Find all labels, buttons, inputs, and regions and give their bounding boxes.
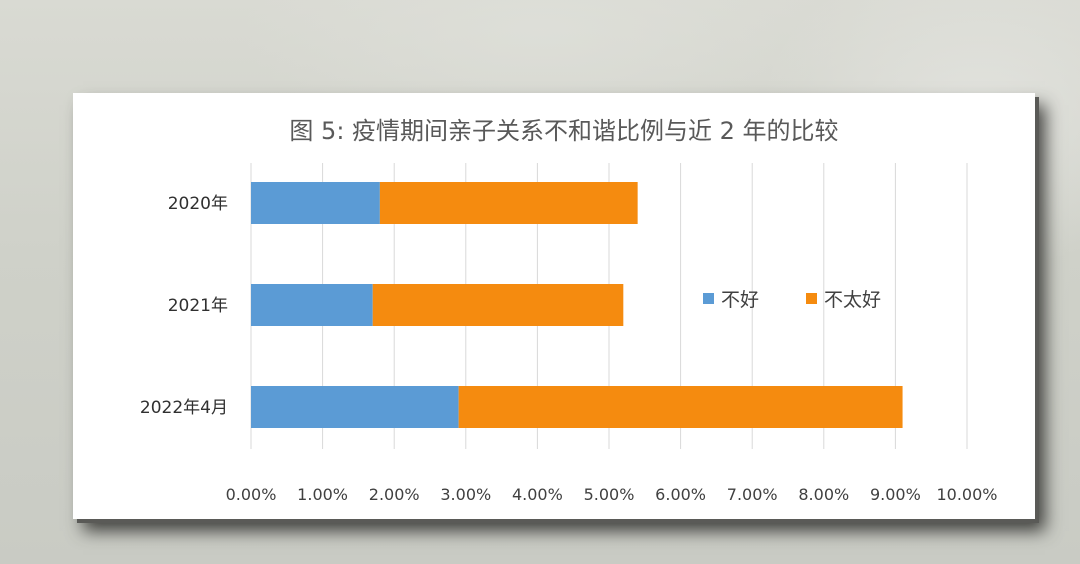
x-tick-label: 1.00%	[297, 485, 348, 504]
x-axis-tick-labels: 0.00% 1.00% 2.00% 3.00% 4.00% 5.00% 6.00% 7.00%…	[226, 485, 998, 504]
category-label: 2022年4月	[140, 398, 228, 418]
x-tick-label: 6.00%	[655, 485, 706, 504]
bar-chart: 图 5: 疫情期间亲子关系不和谐比例与近 2 年的比较 2020年2021年20…	[140, 117, 998, 504]
category-labels: 2020年 2021年 2022年4月	[140, 194, 228, 418]
legend: 不好 不太好	[703, 289, 881, 311]
x-tick-label: 10.00%	[936, 485, 997, 504]
chart-title: 图 5: 疫情期间亲子关系不和谐比例与近 2 年的比较	[289, 117, 838, 145]
x-tick-label: 8.00%	[798, 485, 849, 504]
x-tick-label: 9.00%	[870, 485, 921, 504]
legend-swatch	[806, 293, 817, 304]
legend-label: 不好	[721, 289, 759, 311]
x-tick-label: 7.00%	[727, 485, 778, 504]
x-tick-label: 0.00%	[226, 485, 277, 504]
x-tick-label: 5.00%	[584, 485, 635, 504]
bar-series1	[251, 284, 373, 326]
x-tick-label: 4.00%	[512, 485, 563, 504]
bars	[251, 182, 903, 428]
legend-swatch	[703, 293, 714, 304]
bar-series1	[251, 182, 380, 224]
bar-series2	[458, 386, 903, 428]
category-label: 2020年	[168, 194, 228, 214]
x-tick-label: 3.00%	[440, 485, 491, 504]
x-tick-label: 2.00%	[369, 485, 420, 504]
bar-series2	[379, 182, 638, 224]
category-label: 2021年	[168, 296, 228, 316]
bar-series1	[251, 386, 459, 428]
bar-series2	[372, 284, 624, 326]
chart-card: 图 5: 疫情期间亲子关系不和谐比例与近 2 年的比较 2020年 2021年 20…	[73, 93, 1035, 519]
legend-label: 不太好	[824, 289, 881, 311]
